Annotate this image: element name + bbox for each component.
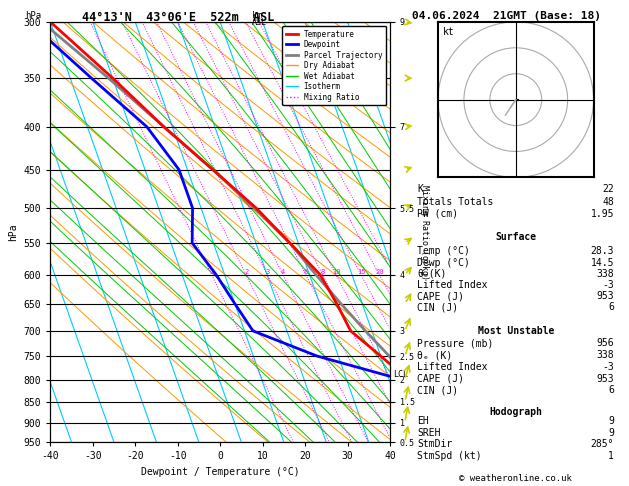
Text: 953: 953 <box>596 374 614 383</box>
Text: 9: 9 <box>608 428 614 438</box>
Text: 6: 6 <box>304 269 308 275</box>
Text: EH: EH <box>418 417 429 426</box>
Text: 1: 1 <box>608 451 614 461</box>
Text: CAPE (J): CAPE (J) <box>418 291 464 301</box>
Text: 338: 338 <box>596 350 614 360</box>
Text: 6: 6 <box>608 385 614 395</box>
Text: 15: 15 <box>357 269 365 275</box>
Text: Temp (°C): Temp (°C) <box>418 246 470 256</box>
Text: 8: 8 <box>321 269 325 275</box>
Text: km: km <box>252 11 262 20</box>
X-axis label: Dewpoint / Temperature (°C): Dewpoint / Temperature (°C) <box>141 467 299 477</box>
Text: 6: 6 <box>608 302 614 312</box>
Text: 3: 3 <box>265 269 270 275</box>
Text: Most Unstable: Most Unstable <box>477 327 554 336</box>
Text: 9: 9 <box>608 417 614 426</box>
Text: 48: 48 <box>603 196 614 207</box>
Text: θₑ (K): θₑ (K) <box>418 350 453 360</box>
Text: 338: 338 <box>596 269 614 279</box>
Text: © weatheronline.co.uk: © weatheronline.co.uk <box>459 474 572 483</box>
Text: SREH: SREH <box>418 428 441 438</box>
Text: ASL: ASL <box>252 18 267 27</box>
Text: 44°13'N  43°06'E  522m  ASL: 44°13'N 43°06'E 522m ASL <box>82 11 274 24</box>
Text: hPa: hPa <box>25 11 42 20</box>
Text: 20: 20 <box>376 269 384 275</box>
Text: 14.5: 14.5 <box>591 258 614 267</box>
Text: 956: 956 <box>596 338 614 348</box>
Text: kt: kt <box>443 27 455 37</box>
Text: CAPE (J): CAPE (J) <box>418 374 464 383</box>
Text: CIN (J): CIN (J) <box>418 302 459 312</box>
Text: Lifted Index: Lifted Index <box>418 362 488 372</box>
Text: K: K <box>418 184 423 194</box>
Text: StmSpd (kt): StmSpd (kt) <box>418 451 482 461</box>
Legend: Temperature, Dewpoint, Parcel Trajectory, Dry Adiabat, Wet Adiabat, Isotherm, Mi: Temperature, Dewpoint, Parcel Trajectory… <box>282 26 386 105</box>
Text: 10: 10 <box>332 269 340 275</box>
Text: 04.06.2024  21GMT (Base: 18): 04.06.2024 21GMT (Base: 18) <box>412 11 601 21</box>
Y-axis label: hPa: hPa <box>8 223 18 241</box>
Text: 4: 4 <box>281 269 285 275</box>
Text: CIN (J): CIN (J) <box>418 385 459 395</box>
Text: 1: 1 <box>209 269 214 275</box>
Text: θₑ(K): θₑ(K) <box>418 269 447 279</box>
Text: -3: -3 <box>603 280 614 290</box>
Text: 1.95: 1.95 <box>591 209 614 219</box>
Text: Totals Totals: Totals Totals <box>418 196 494 207</box>
Text: Pressure (mb): Pressure (mb) <box>418 338 494 348</box>
Text: 953: 953 <box>596 291 614 301</box>
Y-axis label: Mixing Ratio (g/kg): Mixing Ratio (g/kg) <box>420 185 428 279</box>
Text: 285°: 285° <box>591 439 614 450</box>
Text: Dewp (°C): Dewp (°C) <box>418 258 470 267</box>
Text: 2: 2 <box>244 269 248 275</box>
Text: StmDir: StmDir <box>418 439 453 450</box>
Text: Lifted Index: Lifted Index <box>418 280 488 290</box>
Text: 22: 22 <box>603 184 614 194</box>
Text: -3: -3 <box>603 362 614 372</box>
Text: Surface: Surface <box>495 232 537 243</box>
Text: 28.3: 28.3 <box>591 246 614 256</box>
Text: Hodograph: Hodograph <box>489 407 542 417</box>
Text: LCL: LCL <box>393 370 408 380</box>
Text: PW (cm): PW (cm) <box>418 209 459 219</box>
